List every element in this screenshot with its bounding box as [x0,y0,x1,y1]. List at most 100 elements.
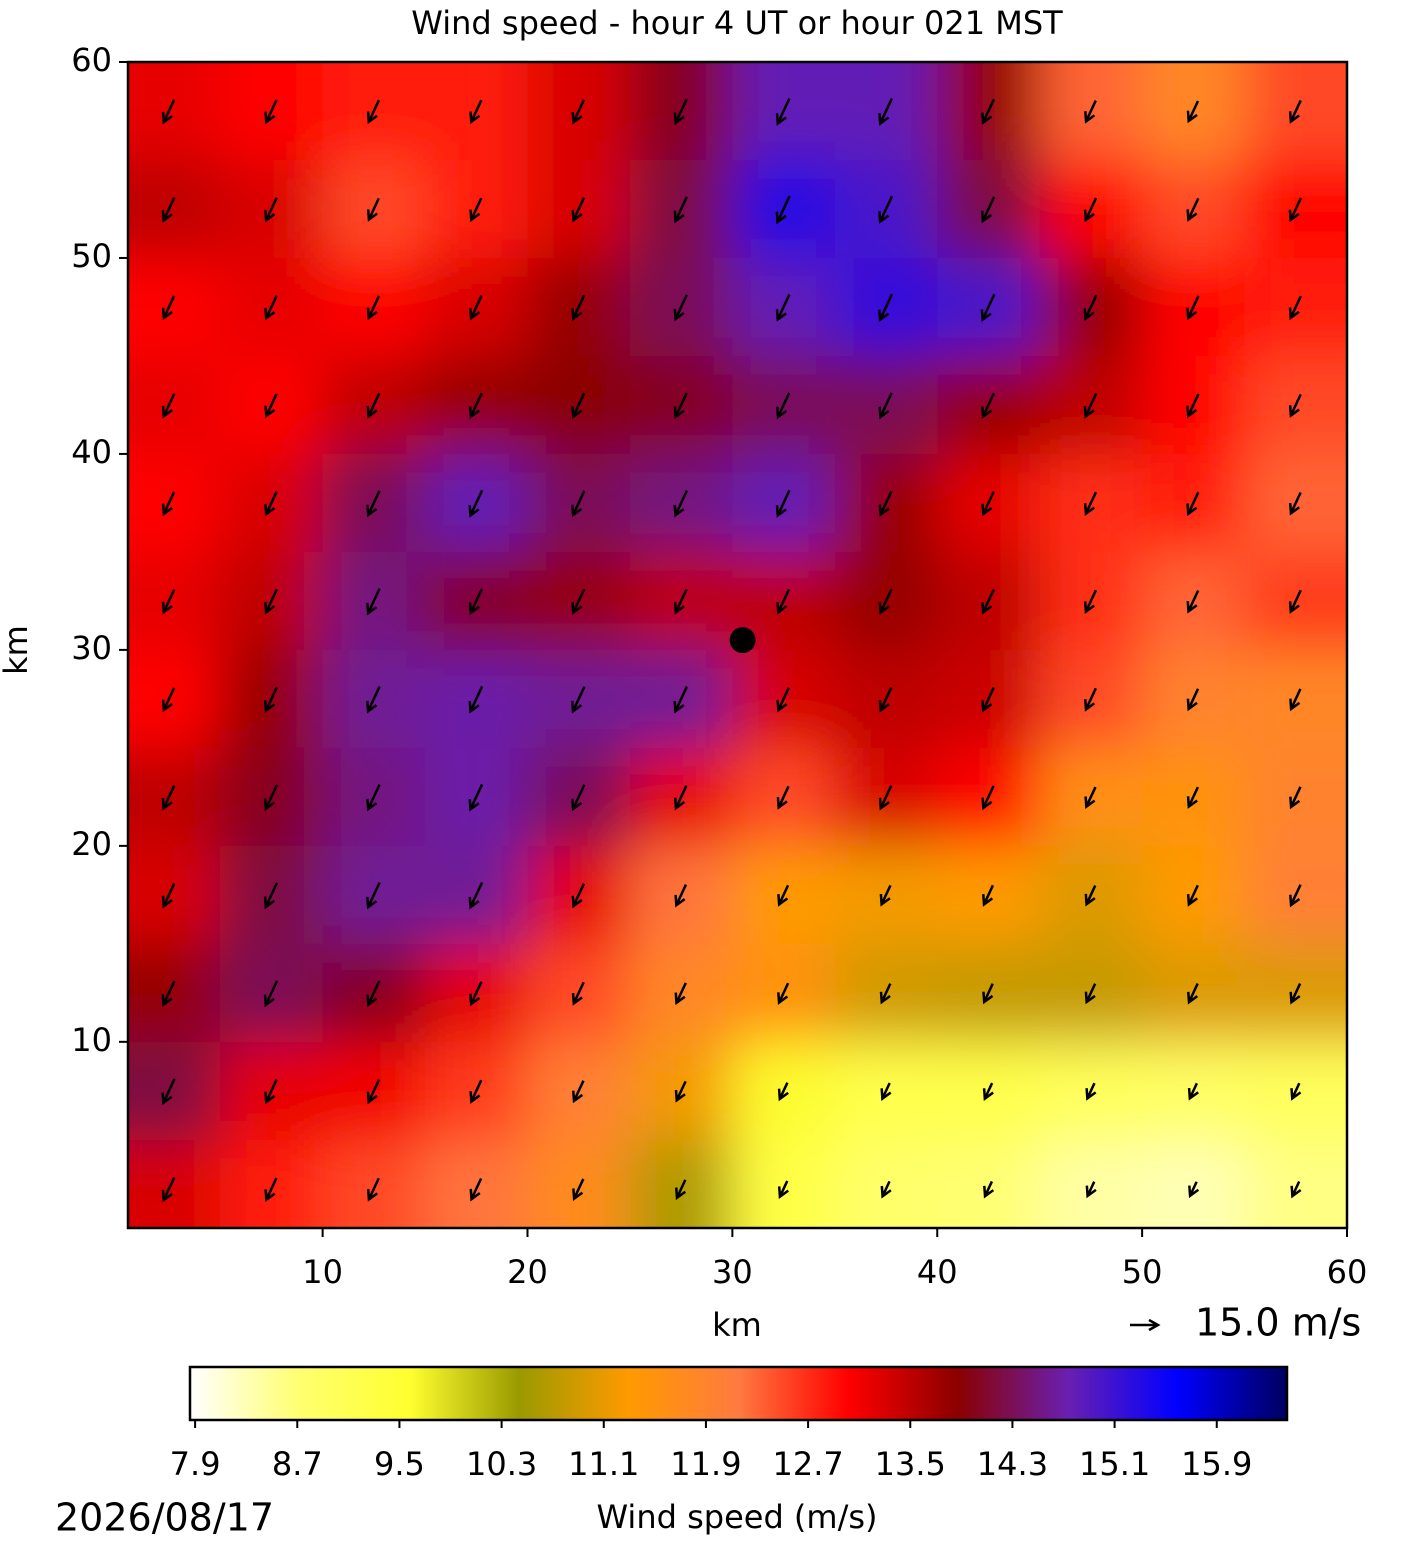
speed-cell [1142,1139,1246,1228]
wind-arrow [571,99,586,125]
wind-arrow [1187,1082,1199,1101]
wind-arrow [1186,688,1200,712]
wind-arrow [1288,491,1302,516]
wind-arrow [1188,1181,1200,1199]
wind-arrow [879,884,892,907]
wind-arrow [674,884,688,908]
wind-arrow [674,1080,687,1103]
wind-arrow [264,99,278,125]
x-tick-label: 20 [507,1253,548,1291]
wind-arrow [981,392,996,419]
wind-arrow [366,686,381,714]
speed-cell [425,1139,529,1228]
site-marker [729,627,756,654]
speed-cell [629,1139,734,1228]
colorbar-tick-label: 14.3 [977,1445,1048,1483]
wind-arrow [980,196,996,224]
wind-arrow [673,785,688,811]
wind-arrow [1288,197,1303,223]
speed-cell [1244,943,1347,1043]
x-tick-label: 10 [302,1253,343,1291]
speed-cell [1244,355,1347,455]
vector-key-label: 15.0 m/s [1195,1301,1361,1345]
wind-arrow [161,393,176,419]
wind-arrow [674,982,687,1006]
wind-arrow [366,881,381,910]
wind-arrow [469,1079,483,1104]
wind-arrow [673,392,688,420]
colorbar-tick-label: 15.9 [1181,1445,1252,1483]
x-axis-label: km [712,1306,762,1344]
wind-arrow [469,197,483,223]
wind-arrow [1186,884,1199,907]
wind-arrow [366,99,381,125]
wind-arrow [1084,885,1097,907]
overlay: 10 20 30 40 50 60 10 20 30 40 50 60 [71,41,1367,1291]
speed-cell [128,62,222,161]
wind-arrow [1084,983,1097,1005]
speed-cell [834,1139,939,1228]
wind-arrow [878,195,894,224]
wind-arrow [161,1177,176,1203]
plot-frame [126,60,1349,1230]
wind-arrow [1084,687,1097,712]
x-tick-label: 40 [917,1253,958,1291]
wind-arrow [264,197,278,223]
date: 2026/08/17 [55,1496,274,1540]
wind-arrow [366,980,381,1008]
wind-arrow [263,980,279,1008]
wind-arrow [469,295,483,321]
wind-arrow [1084,786,1097,810]
colorbar [188,1365,1289,1422]
speed-cell [128,1139,222,1228]
y-tick-label: 60 [71,41,112,79]
wind-arrow [981,588,995,615]
wind-arrow [571,197,586,223]
wind-arrow [673,196,688,224]
wind-arrow [1186,786,1200,809]
wind-arrow [161,1078,176,1106]
wind-arrow [775,293,791,322]
speed-cell [128,159,222,259]
colorbar-tick-label: 8.7 [272,1445,323,1483]
wind-arrow [1186,295,1200,321]
wind-arrow [468,588,483,616]
speed-cell [527,1139,631,1228]
wind-arrow [1083,392,1098,419]
wind-arrow [775,392,791,420]
wind-arrow [468,685,484,714]
speed-cell [1244,1139,1347,1228]
wind-arrow [366,197,380,222]
wind-arrow [468,392,483,419]
wind-arrow [777,982,790,1005]
wind-arrow [777,1082,789,1102]
cells [128,62,1347,1228]
wind-arrow [1186,393,1200,419]
wind-arrow [263,784,279,812]
wind-arrow [263,686,278,713]
wind-arrow [468,881,484,910]
speed-cell [128,551,222,651]
wind-arrow [572,1178,585,1202]
colorbar-tick-label: 13.5 [875,1445,946,1483]
speed-cell [128,1041,222,1141]
speed-cell [1244,1041,1347,1141]
colorbar-tick-label: 11.9 [670,1445,741,1483]
wind-arrow [570,686,586,714]
colorbar-tick-label: 12.7 [772,1445,843,1483]
wind-arrow [777,1180,789,1200]
wind-arrow [980,293,996,322]
wind-arrow [982,884,995,907]
wind-arrow [776,687,790,713]
wind-arrow [878,392,893,420]
wind-arrow [571,883,586,909]
wind-arrow [1083,491,1098,517]
wind-arrow [161,687,176,713]
wind-arrow [673,98,688,126]
speed-cell [1244,257,1347,357]
speed-cell [322,1139,427,1228]
wind-arrow [1083,197,1098,223]
wind-arrow [366,1177,380,1202]
wind-arrow [673,686,689,714]
wind-arrow [161,197,176,223]
